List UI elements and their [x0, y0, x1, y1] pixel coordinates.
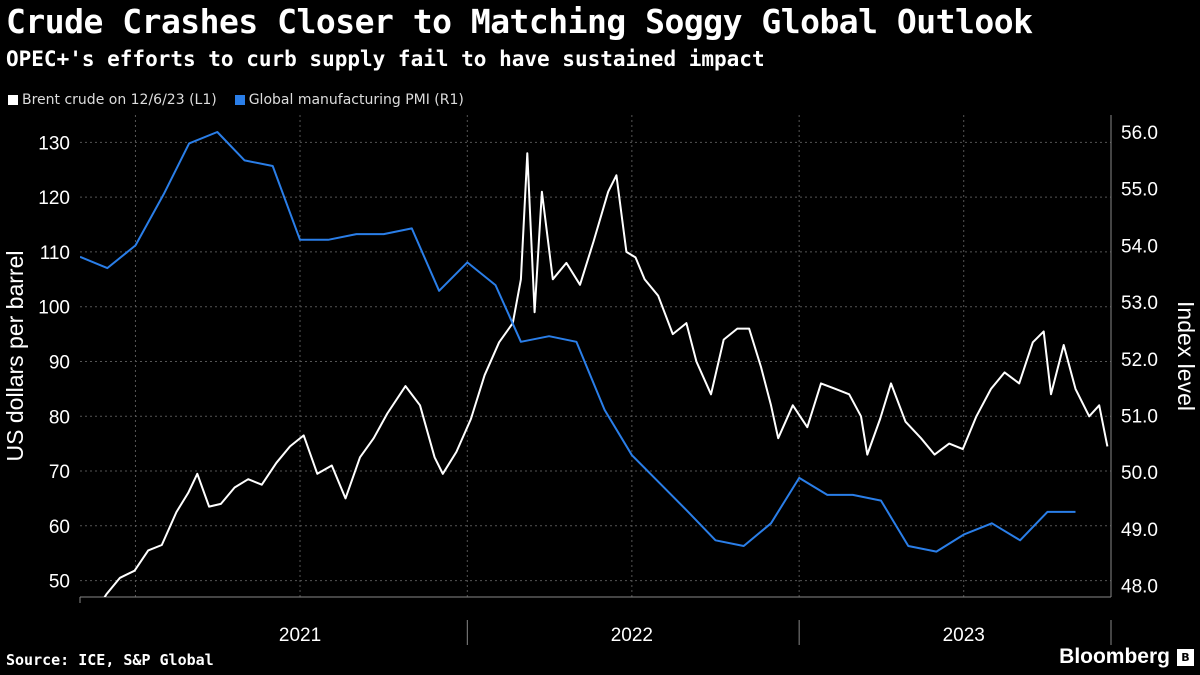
right-axis-title: Index level: [1173, 301, 1199, 411]
legend-label-brent: Brent crude on 12/6/23 (L1): [22, 92, 217, 108]
legend-swatch-pmi: [234, 95, 245, 105]
right-tick-label: 51.0: [1121, 407, 1158, 428]
left-tick-label: 110: [40, 243, 70, 264]
right-tick-label: 56.0: [1121, 123, 1158, 144]
legend-swatch-brent: [8, 95, 18, 105]
left-tick-label: 50: [49, 572, 70, 593]
series-line-brent: [103, 152, 1109, 597]
axes: 50 60 70 80 90 100 110 120 130 48.0 49.0 50.0 51.0 52…: [2, 115, 1199, 646]
legend: Brent crude on 12/6/23 (L1) Global manuf…: [8, 92, 464, 108]
legend-item-brent: Brent crude on 12/6/23 (L1): [8, 92, 217, 108]
bloomberg-mark-icon: B: [1177, 649, 1194, 666]
right-tick-label: 52.0: [1121, 350, 1158, 371]
chart-title: Crude Crashes Closer to Matching Soggy G…: [6, 2, 1033, 41]
left-tick-label: 120: [38, 188, 70, 209]
series-line-pmi: [80, 131, 1076, 553]
left-tick-label: 80: [49, 407, 70, 428]
source-note: Source: ICE, S&P Global: [6, 651, 214, 669]
right-tick-label: 53.0: [1121, 293, 1158, 314]
gridlines: [80, 115, 1111, 597]
left-tick-label: 130: [38, 133, 70, 154]
left-tick-label: 90: [49, 352, 70, 373]
right-tick-label: 50.0: [1121, 463, 1158, 484]
series-lines: [80, 131, 1109, 597]
right-tick-label: 55.0: [1121, 180, 1158, 201]
legend-item-pmi: Global manufacturing PMI (R1): [234, 92, 464, 108]
left-tick-label: 60: [49, 517, 70, 538]
left-axis-title: US dollars per barrel: [2, 251, 28, 462]
legend-label-pmi: Global manufacturing PMI (R1): [248, 92, 464, 108]
x-tick-label: 2022: [611, 625, 653, 646]
x-tick-label: 2023: [943, 625, 985, 646]
bloomberg-logo: Bloomberg: [1059, 645, 1170, 668]
right-tick-label: 54.0: [1121, 236, 1158, 257]
chart-subtitle: OPEC+'s efforts to curb supply fail to h…: [6, 47, 765, 71]
right-tick-label: 49.0: [1121, 520, 1158, 541]
x-tick-label: 2021: [279, 625, 321, 646]
left-tick-label: 70: [49, 462, 70, 483]
left-tick-label: 100: [38, 298, 70, 319]
right-tick-label: 48.0: [1121, 577, 1158, 598]
